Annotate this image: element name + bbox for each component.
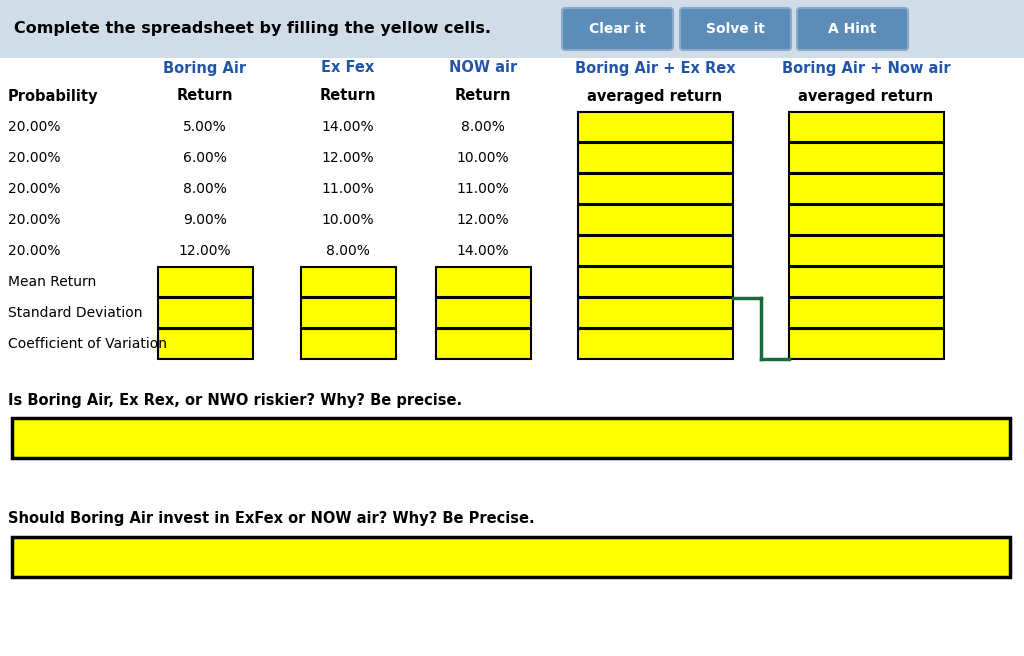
Text: Probability: Probability xyxy=(8,89,98,104)
Text: Should Boring Air invest in ExFex or NOW air? Why? Be Precise.: Should Boring Air invest in ExFex or NOW… xyxy=(8,510,535,525)
Bar xyxy=(301,329,396,359)
Bar xyxy=(790,298,944,328)
Text: 5.00%: 5.00% xyxy=(183,120,227,134)
Text: 14.00%: 14.00% xyxy=(322,120,375,134)
Text: 20.00%: 20.00% xyxy=(8,213,60,227)
Text: Standard Deviation: Standard Deviation xyxy=(8,306,142,320)
Text: 6.00%: 6.00% xyxy=(183,151,227,165)
Text: Coefficient of Variation: Coefficient of Variation xyxy=(8,337,167,351)
Bar xyxy=(158,298,253,328)
Text: Return: Return xyxy=(455,89,511,104)
Text: Boring Air: Boring Air xyxy=(164,60,247,75)
Text: 8.00%: 8.00% xyxy=(183,182,227,196)
Bar xyxy=(578,143,733,173)
Text: 11.00%: 11.00% xyxy=(322,182,375,196)
Bar xyxy=(578,174,733,204)
Bar xyxy=(578,236,733,266)
Bar xyxy=(790,329,944,359)
Text: 8.00%: 8.00% xyxy=(326,244,370,258)
Text: NOW air: NOW air xyxy=(449,60,517,75)
Bar xyxy=(436,329,531,359)
Bar xyxy=(578,298,733,328)
Text: Mean Return: Mean Return xyxy=(8,275,96,289)
Text: averaged return: averaged return xyxy=(799,89,934,104)
Bar xyxy=(790,205,944,235)
Bar xyxy=(301,267,396,297)
Bar xyxy=(790,112,944,142)
Text: 12.00%: 12.00% xyxy=(322,151,375,165)
FancyBboxPatch shape xyxy=(797,8,908,50)
Bar xyxy=(12,537,1010,577)
Text: Boring Air + Ex Rex: Boring Air + Ex Rex xyxy=(574,60,735,75)
Bar xyxy=(436,298,531,328)
Bar xyxy=(578,329,733,359)
Text: 20.00%: 20.00% xyxy=(8,120,60,134)
Bar xyxy=(790,267,944,297)
Text: A Hint: A Hint xyxy=(828,22,877,36)
Text: Ex Fex: Ex Fex xyxy=(322,60,375,75)
Bar xyxy=(578,112,733,142)
Text: 10.00%: 10.00% xyxy=(322,213,375,227)
Text: Boring Air + Now air: Boring Air + Now air xyxy=(781,60,950,75)
Bar xyxy=(578,205,733,235)
Text: 11.00%: 11.00% xyxy=(457,182,509,196)
Bar xyxy=(158,329,253,359)
Bar xyxy=(12,418,1010,458)
Text: Complete the spreadsheet by filling the yellow cells.: Complete the spreadsheet by filling the … xyxy=(14,22,490,37)
Text: averaged return: averaged return xyxy=(588,89,723,104)
Text: 20.00%: 20.00% xyxy=(8,151,60,165)
Text: 12.00%: 12.00% xyxy=(178,244,231,258)
FancyBboxPatch shape xyxy=(562,8,673,50)
Text: Return: Return xyxy=(319,89,376,104)
Text: 20.00%: 20.00% xyxy=(8,182,60,196)
Bar xyxy=(158,267,253,297)
Text: 8.00%: 8.00% xyxy=(461,120,505,134)
Bar xyxy=(790,236,944,266)
Text: 9.00%: 9.00% xyxy=(183,213,227,227)
Bar xyxy=(436,267,531,297)
Bar xyxy=(790,174,944,204)
Bar xyxy=(790,143,944,173)
Bar xyxy=(0,0,1024,58)
Text: 14.00%: 14.00% xyxy=(457,244,509,258)
Text: 20.00%: 20.00% xyxy=(8,244,60,258)
Text: Is Boring Air, Ex Rex, or NWO riskier? Why? Be precise.: Is Boring Air, Ex Rex, or NWO riskier? W… xyxy=(8,392,462,407)
FancyBboxPatch shape xyxy=(680,8,791,50)
Bar xyxy=(301,298,396,328)
Text: Solve it: Solve it xyxy=(707,22,765,36)
Text: 10.00%: 10.00% xyxy=(457,151,509,165)
Text: 12.00%: 12.00% xyxy=(457,213,509,227)
Bar xyxy=(578,267,733,297)
Text: Clear it: Clear it xyxy=(589,22,646,36)
Text: Return: Return xyxy=(177,89,233,104)
